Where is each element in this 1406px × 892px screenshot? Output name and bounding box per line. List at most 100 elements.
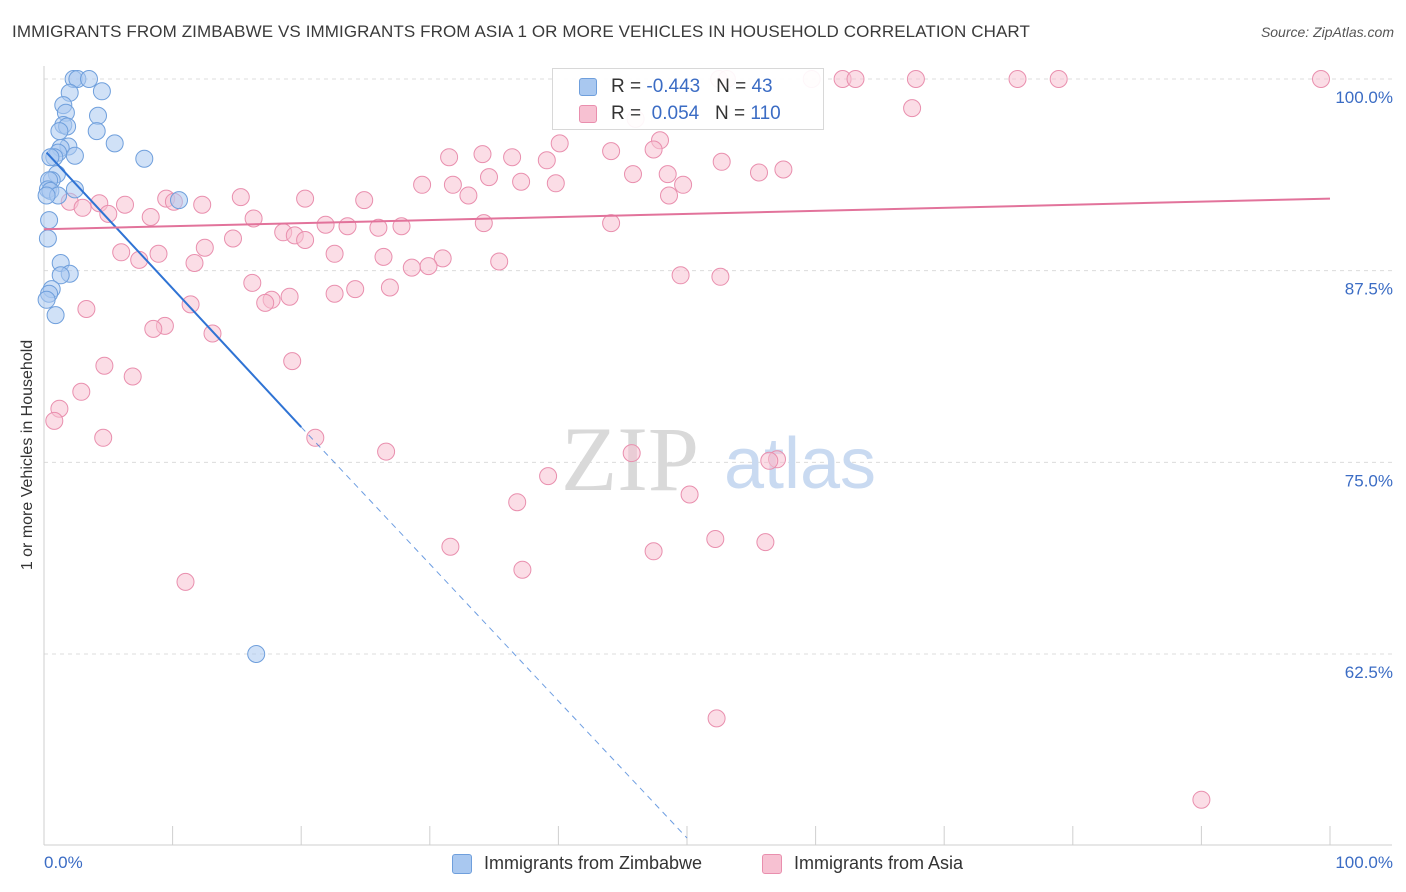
chart-title: IMMIGRANTS FROM ZIMBABWE VS IMMIGRANTS F… — [12, 22, 1030, 41]
asia-point — [144, 319, 163, 338]
asia-point — [537, 151, 556, 170]
asia-point — [243, 273, 262, 292]
asia-point — [296, 231, 315, 249]
legend-swatch-asia — [762, 854, 782, 874]
legend-label-asia: Immigrants from Asia — [794, 853, 964, 873]
asia-point — [473, 145, 492, 164]
zimbabwe-point — [80, 70, 98, 88]
zimbabwe-point — [135, 149, 154, 168]
asia-point — [402, 258, 421, 277]
asia-point — [283, 352, 302, 371]
asia-point — [99, 204, 118, 223]
zimbabwe-point — [37, 186, 56, 205]
correlation-legend: R = -0.443 N = 43 R = 0.054 N = 110 — [552, 68, 824, 130]
asia-point — [644, 542, 663, 561]
asia-point — [325, 284, 344, 303]
asia-point — [712, 152, 731, 171]
asia-point — [123, 367, 142, 386]
series-legend: Immigrants from Zimbabwe Immigrants from… — [0, 852, 1406, 878]
asia-point — [224, 229, 242, 248]
legend-n-label: N = — [715, 103, 751, 124]
asia-point — [707, 709, 726, 728]
asia-point — [846, 70, 865, 88]
series-zimbabwe-points — [37, 70, 266, 663]
asia-point — [77, 300, 96, 318]
asia-point — [377, 442, 396, 461]
asia-point — [413, 175, 432, 194]
asia-point — [176, 572, 195, 591]
zimbabwe-point — [89, 106, 107, 125]
asia-point — [95, 356, 114, 375]
legend-swatch-zimbabwe — [452, 854, 472, 874]
asia-point — [658, 165, 677, 184]
asia-point — [72, 382, 91, 401]
asia-point — [711, 267, 730, 286]
asia-point — [1192, 790, 1211, 809]
asia-point — [550, 134, 569, 153]
asia-point — [1312, 70, 1330, 88]
asia-point — [680, 485, 699, 504]
zimbabwe-point — [37, 290, 56, 309]
asia-point — [671, 266, 690, 285]
y-tick-label: 87.5% — [1345, 280, 1393, 299]
legend-r-value: -0.443 — [646, 76, 701, 97]
series-asia-points — [45, 70, 1330, 809]
zimbabwe-point — [170, 191, 188, 210]
legend-n-value: 43 — [751, 76, 773, 97]
legend-text-asia: R = 0.054 N = 110 — [611, 103, 781, 125]
axes — [43, 66, 1392, 846]
asia-point — [750, 163, 768, 182]
asia-point — [480, 168, 498, 187]
asia-point — [706, 530, 725, 548]
zimbabwe-point — [38, 229, 57, 248]
zimbabwe-point — [92, 82, 111, 101]
asia-point — [338, 217, 357, 236]
asia-point — [193, 195, 212, 214]
asia-point — [346, 280, 365, 299]
zimbabwe-point — [51, 266, 70, 285]
legend-n-label: N = — [716, 76, 752, 97]
legend-r-label: R = — [611, 103, 647, 124]
asia-point — [513, 560, 532, 579]
asia-point — [149, 244, 168, 263]
watermark: ZIP atlas — [561, 408, 876, 510]
asia-point — [73, 198, 92, 217]
tick-labels: 100.0% 87.5% 75.0% 62.5% 0.0% 100.0% — [44, 88, 1393, 872]
legend-n-value: 110 — [750, 103, 781, 124]
zimbabwe-point — [65, 180, 84, 199]
legend-swatch-zimbabwe — [579, 78, 597, 96]
asia-point — [774, 160, 793, 179]
asia-point — [316, 215, 335, 234]
zimbabwe-point — [105, 134, 124, 153]
legend-label-zimbabwe: Immigrants from Zimbabwe — [484, 853, 703, 873]
asia-point — [760, 451, 779, 470]
zimbabwe-trend-line — [45, 151, 302, 428]
asia-point — [503, 148, 522, 167]
asia-point — [181, 295, 200, 314]
asia-point — [355, 191, 374, 210]
y-tick-label: 100.0% — [1335, 88, 1393, 107]
zimbabwe-point — [87, 122, 106, 141]
asia-point — [440, 148, 459, 167]
x-tick-label: 0.0% — [44, 853, 83, 872]
source-credit: Source: ZipAtlas.com — [1260, 24, 1394, 40]
legend-swatch-asia — [579, 105, 597, 123]
zimbabwe-trend-extension — [300, 426, 688, 839]
asia-point — [602, 142, 621, 161]
asia-point — [1049, 70, 1068, 88]
asia-point — [392, 217, 411, 236]
asia-point — [374, 247, 393, 266]
asia-point — [116, 195, 134, 214]
asia-point — [45, 411, 64, 430]
asia-point — [674, 175, 693, 194]
asia-point — [1008, 70, 1027, 88]
asia-point — [539, 467, 558, 486]
legend-text-zimbabwe: R = -0.443 N = 43 — [611, 76, 773, 98]
y-tick-label: 75.0% — [1345, 471, 1393, 490]
asia-point — [203, 324, 222, 343]
asia-point — [433, 249, 452, 268]
zimbabwe-point — [65, 146, 84, 165]
zimbabwe-point — [247, 645, 266, 663]
trend-lines — [43, 151, 1331, 839]
asia-point — [380, 278, 399, 297]
